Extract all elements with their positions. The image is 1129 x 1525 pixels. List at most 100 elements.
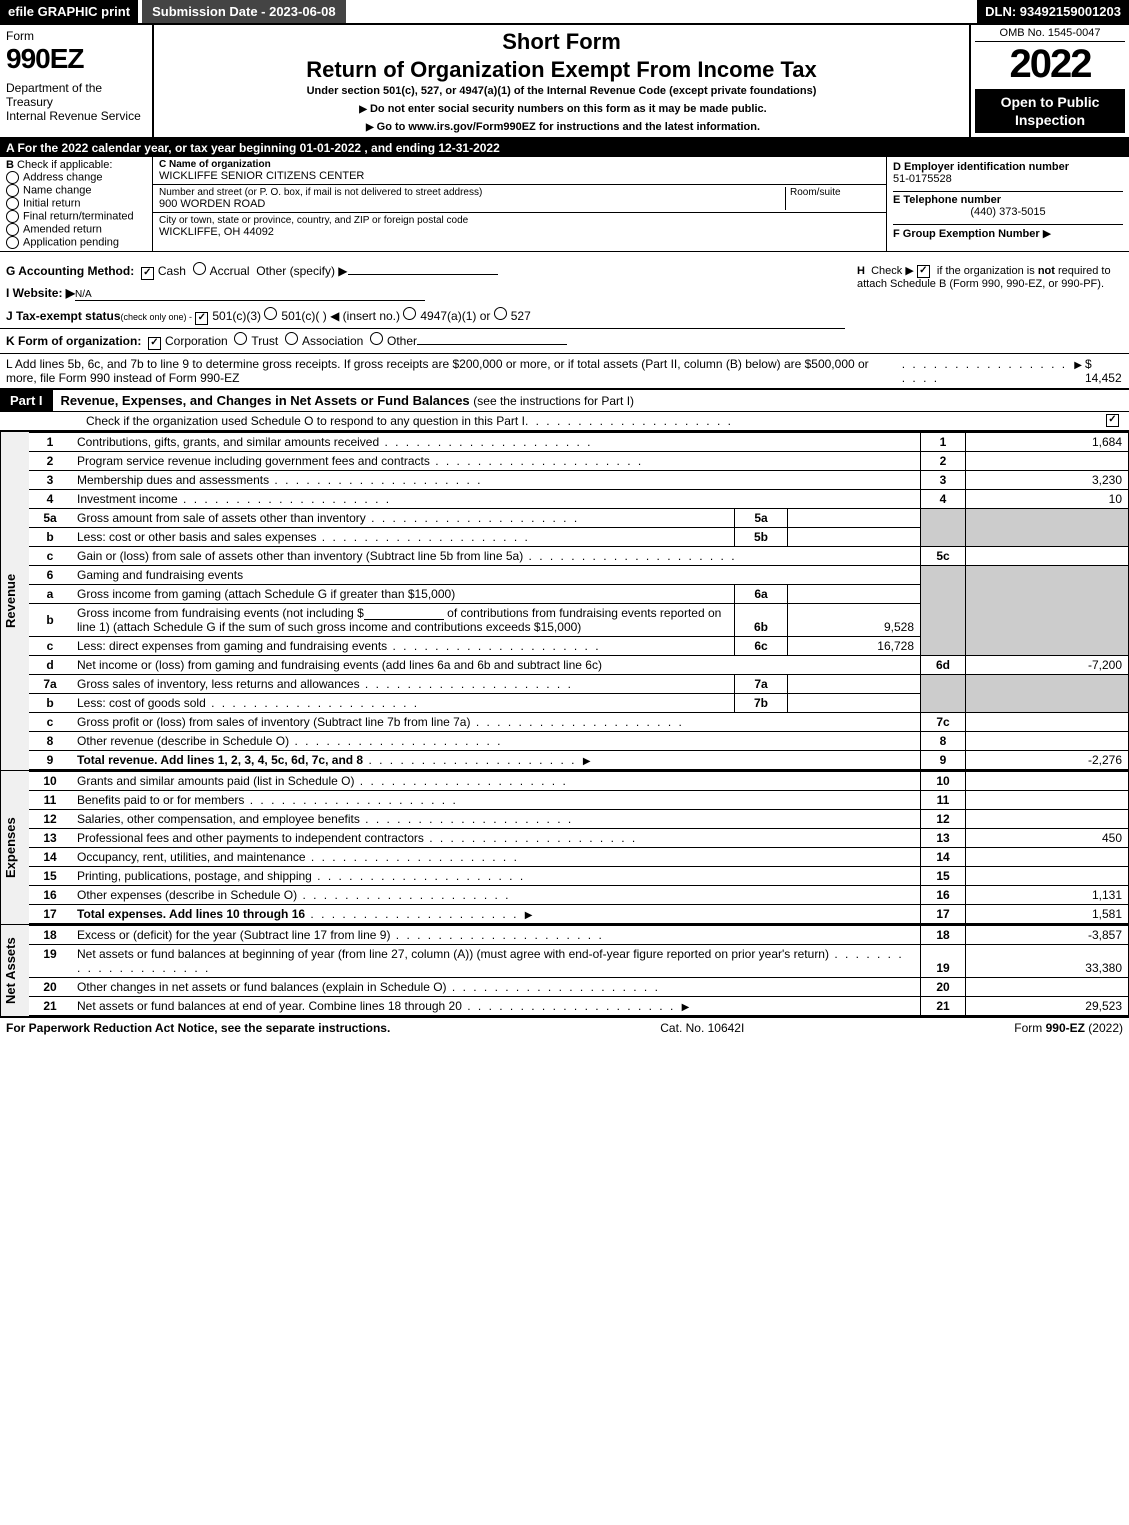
line-amount: -2,276 bbox=[966, 751, 1129, 770]
arrow-icon bbox=[363, 121, 377, 133]
checkbox-application-pending[interactable] bbox=[6, 236, 19, 249]
line-desc: Net assets or fund balances at end of ye… bbox=[77, 999, 462, 1013]
dots-icon bbox=[306, 850, 519, 864]
line-amount bbox=[966, 452, 1129, 471]
dots-icon bbox=[269, 473, 482, 487]
checkbox-trust[interactable] bbox=[234, 332, 247, 345]
line-desc: Grants and similar amounts paid (list in… bbox=[77, 774, 354, 788]
line-amount: 10 bbox=[966, 490, 1129, 509]
org-name: WICKLIFFE SENIOR CITIZENS CENTER bbox=[159, 170, 880, 182]
arrow-icon bbox=[522, 907, 536, 921]
sub-box: 6b bbox=[735, 604, 788, 636]
table-row: 7aGross sales of inventory, less returns… bbox=[29, 675, 1129, 694]
footer-right: Form 990-EZ (2022) bbox=[1014, 1021, 1123, 1035]
sub-amount: 9,528 bbox=[788, 604, 921, 636]
line-num: 2 bbox=[29, 452, 71, 471]
line-num: 8 bbox=[29, 732, 71, 751]
line-desc: Professional fees and other payments to … bbox=[77, 831, 424, 845]
checkbox-4947[interactable] bbox=[403, 307, 416, 320]
check-schedule-o-text: Check if the organization used Schedule … bbox=[6, 414, 525, 428]
form-header: Form 990EZ Department of the Treasury In… bbox=[0, 25, 1129, 139]
checkbox-501c3[interactable] bbox=[195, 312, 208, 325]
dots-icon bbox=[366, 511, 579, 525]
checkbox-corporation[interactable] bbox=[148, 337, 161, 350]
org-name-label: C Name of organization bbox=[159, 159, 271, 170]
sub-amount bbox=[788, 528, 921, 546]
efile-print-label: efile GRAPHIC print bbox=[0, 0, 138, 23]
sub-box: 7a bbox=[735, 675, 788, 693]
checkbox-association[interactable] bbox=[285, 332, 298, 345]
line-num: 4 bbox=[29, 490, 71, 509]
line-i-label: I Website: ▶ bbox=[6, 286, 75, 300]
other-org-input[interactable] bbox=[417, 332, 567, 345]
line-amount: -7,200 bbox=[966, 656, 1129, 675]
telephone-label: E Telephone number bbox=[893, 194, 1001, 206]
line-desc: Salaries, other compensation, and employ… bbox=[77, 812, 360, 826]
trust-label: Trust bbox=[251, 334, 278, 348]
dots-icon bbox=[447, 980, 660, 994]
opt-address-change: Address change bbox=[23, 171, 103, 183]
line-num: 15 bbox=[29, 867, 71, 886]
table-row: 5aGross amount from sale of assets other… bbox=[29, 509, 1129, 528]
revenue-table: 1Contributions, gifts, grants, and simil… bbox=[29, 432, 1129, 770]
shaded-cell bbox=[966, 566, 1129, 656]
other-specify-input[interactable] bbox=[348, 262, 498, 275]
dots-icon bbox=[297, 888, 510, 902]
checkbox-final-return[interactable] bbox=[6, 210, 19, 223]
line-box: 17 bbox=[921, 905, 966, 924]
checkbox-cash[interactable] bbox=[141, 267, 154, 280]
checkbox-name-change[interactable] bbox=[6, 184, 19, 197]
line-desc: Other expenses (describe in Schedule O) bbox=[77, 888, 297, 902]
dots-icon bbox=[354, 774, 567, 788]
shaded-cell bbox=[921, 509, 966, 547]
dots-icon bbox=[379, 435, 592, 449]
line-desc-1: Gross income from fundraising events (no… bbox=[77, 606, 364, 620]
dept-label: Department of the Treasury bbox=[6, 81, 146, 109]
line-num: 5a bbox=[29, 509, 71, 528]
line-amount: 1,131 bbox=[966, 886, 1129, 905]
arrow-icon bbox=[580, 753, 594, 767]
line-num: 11 bbox=[29, 791, 71, 810]
part-1-header: Part I Revenue, Expenses, and Changes in… bbox=[0, 389, 1129, 412]
line-num: c bbox=[29, 637, 71, 656]
addr-label: Number and street (or P. O. box, if mail… bbox=[159, 187, 785, 198]
contrib-input[interactable] bbox=[364, 607, 444, 620]
opt-final-return: Final return/terminated bbox=[23, 210, 134, 222]
checkbox-501c[interactable] bbox=[264, 307, 277, 320]
opt-initial-return: Initial return bbox=[23, 197, 80, 209]
section-def: D Employer identification number 51-0175… bbox=[886, 157, 1129, 251]
checkbox-other-org[interactable] bbox=[370, 332, 383, 345]
line-desc: Gross income from gaming (attach Schedul… bbox=[77, 587, 455, 601]
line-desc: Printing, publications, postage, and shi… bbox=[77, 869, 312, 883]
line-box: 3 bbox=[921, 471, 966, 490]
line-desc: Gaming and fundraising events bbox=[71, 566, 921, 585]
line-amount bbox=[966, 810, 1129, 829]
line-amount bbox=[966, 732, 1129, 751]
line-amount: 33,380 bbox=[966, 945, 1129, 978]
dots-icon bbox=[316, 530, 529, 544]
checkbox-initial-return[interactable] bbox=[6, 197, 19, 210]
sub-amount bbox=[788, 585, 921, 603]
checkbox-amended-return[interactable] bbox=[6, 223, 19, 236]
line-desc: Gross profit or (loss) from sales of inv… bbox=[77, 715, 470, 729]
table-row: 12Salaries, other compensation, and empl… bbox=[29, 810, 1129, 829]
dots-icon bbox=[289, 734, 502, 748]
checkbox-accrual[interactable] bbox=[193, 262, 206, 275]
checkbox-schedule-b[interactable] bbox=[917, 265, 930, 278]
table-row: 8Other revenue (describe in Schedule O)8 bbox=[29, 732, 1129, 751]
table-row: 17Total expenses. Add lines 10 through 1… bbox=[29, 905, 1129, 924]
info-grid: B Check if applicable: Address change Na… bbox=[0, 157, 1129, 252]
line-desc: Less: cost of goods sold bbox=[77, 696, 206, 710]
part-1-label: Part I bbox=[0, 390, 53, 411]
part-1-title: Revenue, Expenses, and Changes in Net As… bbox=[61, 393, 470, 408]
checkbox-schedule-o[interactable] bbox=[1106, 414, 1119, 427]
checkbox-address-change[interactable] bbox=[6, 171, 19, 184]
line-num: 21 bbox=[29, 997, 71, 1016]
footer-form-pre: Form bbox=[1014, 1021, 1045, 1035]
website-value: N/A bbox=[75, 289, 425, 301]
dots-icon bbox=[363, 753, 576, 767]
line-num: 9 bbox=[29, 751, 71, 770]
tax-year: 2022 bbox=[975, 42, 1125, 87]
instruction-2: Go to www.irs.gov/Form990EZ for instruct… bbox=[377, 121, 760, 133]
checkbox-527[interactable] bbox=[494, 307, 507, 320]
